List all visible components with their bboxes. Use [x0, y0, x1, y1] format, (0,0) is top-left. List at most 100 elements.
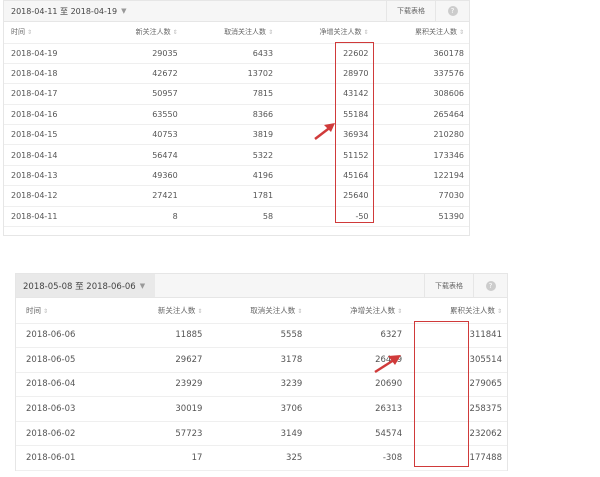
table-cell: 2018-06-01 [16, 445, 120, 472]
table-cell: 77030 [373, 185, 469, 207]
table-cell: 2018-06-06 [16, 323, 120, 349]
sort-icon[interactable]: ⇕ [297, 307, 303, 315]
table-row: 2018-06-05 29627 3178 26449 305514 [16, 347, 507, 373]
sort-icon[interactable]: ⇕ [27, 29, 33, 37]
date-range-selector[interactable]: 2018-05-08 至 2018-06-06 ▼ [16, 274, 156, 297]
table-cell: 25640 [278, 185, 374, 207]
red-arrow-icon [314, 123, 335, 140]
table-cell: 28970 [278, 63, 374, 85]
table-cell: 3819 [182, 124, 279, 146]
column-header[interactable]: 时间 ⇕ [16, 298, 120, 324]
table-cell: 29035 [98, 43, 183, 64]
table-cell: 11885 [119, 323, 208, 349]
help-icon: ? [485, 280, 496, 291]
sort-icon[interactable]: ⇕ [43, 307, 49, 315]
table-row: 2018-06-06 11885 5558 6327 311841 [16, 323, 507, 349]
table-cell: 2018-04-19 [4, 43, 99, 64]
table-cell: 54574 [307, 421, 408, 447]
sort-icon[interactable]: ⇕ [397, 307, 403, 315]
table-cell: 8366 [182, 104, 279, 126]
table-cell: 42672 [98, 63, 183, 85]
table-row: 2018-06-01 17 325 -308 177488 [16, 445, 507, 472]
sort-icon[interactable]: ⇕ [496, 307, 502, 315]
table-row: 2018-06-02 57723 3149 54574 232062 [16, 421, 507, 447]
stats-table-panel-2: 2018-05-08 至 2018-06-06 ▼ 下载表格 ? 时间 ⇕ 新关注人数… [15, 273, 508, 472]
table-cell: 56474 [98, 144, 183, 166]
help-button[interactable]: ? [435, 1, 469, 21]
table-cell: 6327 [307, 323, 408, 349]
table-cell: 8 [98, 206, 183, 228]
table-cell: 2018-06-02 [16, 421, 120, 447]
table-cell: 17 [119, 445, 208, 472]
table-cell: 2018-04-16 [4, 104, 99, 126]
table-cell: 2018-04-17 [4, 83, 99, 105]
column-header[interactable]: 新关注人数 ⇕ [119, 298, 208, 324]
table-cell: 337576 [373, 63, 469, 85]
table-cell: 2018-04-11 [4, 206, 99, 228]
table-cell: 210280 [373, 124, 469, 146]
table-cell: 49360 [98, 165, 183, 187]
date-range-label: 2018-05-08 至 2018-06-06 [23, 281, 136, 292]
sort-icon[interactable]: ⇕ [458, 29, 464, 37]
column-header[interactable]: 累积关注人数 ⇕ [407, 298, 507, 324]
column-header[interactable]: 时间 ⇕ [4, 22, 99, 44]
table-cell: 232062 [407, 421, 507, 447]
table-cell: 22602 [278, 43, 374, 64]
help-button[interactable]: ? [473, 274, 507, 297]
table-cell: 36934 [278, 124, 374, 146]
sort-icon[interactable]: ⇕ [197, 307, 203, 315]
table-cell: 51152 [278, 144, 374, 166]
table-toolbar: 2018-05-08 至 2018-06-06 ▼ 下载表格 ? [16, 274, 507, 298]
table-row: 2018-04-12 27421 1781 25640 77030 [4, 185, 469, 207]
table-cell: 40753 [98, 124, 183, 146]
table-cell: 50957 [98, 83, 183, 105]
table-row: 2018-04-17 50957 7815 43142 308606 [4, 83, 469, 105]
red-arrow-icon [374, 355, 401, 374]
highlight-box-net-growth [335, 42, 374, 223]
table-cell: 58 [182, 206, 279, 228]
table-row: 2018-06-03 30019 3706 26313 258375 [16, 396, 507, 422]
table-cell: 122194 [373, 165, 469, 187]
table-cell: 3149 [207, 421, 308, 447]
table-cell: 26449 [307, 347, 408, 373]
table-cell: 2018-04-13 [4, 165, 99, 187]
table-cell: 30019 [119, 396, 208, 422]
date-range-selector[interactable]: 2018-04-11 至 2018-04-19 ▼ [4, 1, 133, 21]
table-row: 2018-04-16 63550 8366 55184 265464 [4, 104, 469, 126]
table-cell: 29627 [119, 347, 208, 373]
table-cell: 2018-04-12 [4, 185, 99, 207]
table-row: 2018-04-19 29035 6433 22602 360178 [4, 43, 469, 64]
table-cell: 3239 [207, 372, 308, 398]
column-header[interactable]: 新关注人数 ⇕ [98, 22, 183, 44]
data-table: 时间 ⇕ 新关注人数 ⇕ 取消关注人数 ⇕ 净增关注人数 ⇕ 累积关注人数 ⇕ 2018-06-06… [16, 298, 507, 472]
date-range-label: 2018-04-11 至 2018-04-19 [11, 6, 118, 16]
table-row: 2018-04-18 42672 13702 28970 337576 [4, 63, 469, 85]
table-cell: 1781 [182, 185, 279, 207]
table-row: 2018-04-14 56474 5322 51152 173346 [4, 144, 469, 166]
column-header-label: 净增关注人数 [319, 28, 362, 37]
column-header[interactable]: 净增关注人数 ⇕ [307, 298, 408, 324]
table-cell: -308 [307, 445, 408, 472]
highlight-box-net-growth [414, 321, 469, 467]
table-cell: 305514 [407, 347, 507, 373]
sort-icon[interactable]: ⇕ [172, 29, 178, 37]
table-cell: 57723 [119, 421, 208, 447]
table-cell: 325 [207, 445, 308, 472]
download-table-button[interactable]: 下载表格 [424, 274, 473, 297]
table-cell: 23929 [119, 372, 208, 398]
column-header-label: 累积关注人数 [449, 305, 495, 315]
table-cell: 26313 [307, 396, 408, 422]
sort-icon[interactable]: ⇕ [363, 29, 369, 37]
column-header[interactable]: 净增关注人数 ⇕ [278, 22, 374, 44]
download-table-button[interactable]: 下载表格 [386, 1, 435, 21]
table-cell: 3178 [207, 347, 308, 373]
column-header[interactable]: 取消关注人数 ⇕ [207, 298, 308, 324]
column-header-label: 时间 [11, 28, 25, 37]
table-cell: 4196 [182, 165, 279, 187]
stats-table-panel-1: 2018-04-11 至 2018-04-19 ▼ 下载表格 ? 时间 ⇕ 新关注人数… [3, 0, 470, 236]
column-header[interactable]: 累积关注人数 ⇕ [373, 22, 469, 44]
column-header[interactable]: 取消关注人数 ⇕ [182, 22, 279, 44]
dropdown-triangle-icon: ▼ [121, 7, 127, 15]
sort-icon[interactable]: ⇕ [268, 29, 274, 37]
table-cell: 63550 [98, 104, 183, 126]
